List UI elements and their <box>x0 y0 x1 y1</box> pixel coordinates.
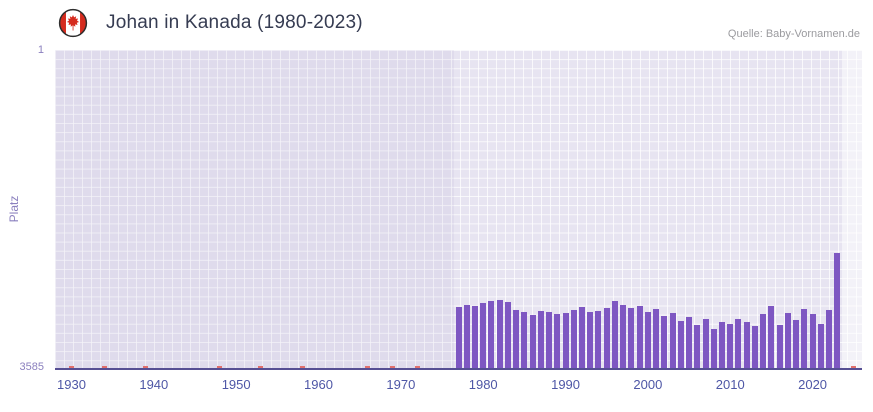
rank-bar-1986[interactable] <box>529 314 536 368</box>
rank-bar-1985[interactable] <box>521 312 528 368</box>
chart-header: Johan in Kanada (1980-2023) <box>58 8 363 38</box>
rank-bar-1984[interactable] <box>513 309 520 368</box>
chart-title: Johan in Kanada (1980-2023) <box>106 12 363 33</box>
rank-bar-2020[interactable] <box>809 313 816 368</box>
rank-bar-2013[interactable] <box>751 325 758 368</box>
x-tick-label-2010: 2010 <box>715 377 745 392</box>
rank-bar-1992[interactable] <box>579 307 586 368</box>
rank-bar-1980[interactable] <box>480 302 487 368</box>
rank-bar-2017[interactable] <box>784 312 791 368</box>
rank-bar-1997[interactable] <box>620 305 627 368</box>
x-axis-labels: 1930 1940 1950 1960 1970 1980 1990 2000 2010 2020 <box>55 377 862 397</box>
rank-bar-2006[interactable] <box>694 325 701 368</box>
rank-bar-1989[interactable] <box>554 313 561 368</box>
rank-bar-2019[interactable] <box>801 308 808 368</box>
x-tick-label-1930: 1930 <box>57 377 86 392</box>
rank-bar-1991[interactable] <box>570 310 577 368</box>
rank-bar-2001[interactable] <box>653 309 660 368</box>
rank-bar-1982[interactable] <box>496 300 503 368</box>
rank-bar-1994[interactable] <box>595 310 602 368</box>
rank-bar-2012[interactable] <box>743 321 750 368</box>
rank-bar-1988[interactable] <box>546 311 553 368</box>
rank-bar-1979[interactable] <box>471 305 478 368</box>
rank-bar-1978[interactable] <box>463 305 470 368</box>
rank-bar-2011[interactable] <box>735 318 742 368</box>
rank-bar-1993[interactable] <box>587 312 594 368</box>
rank-bar-2021[interactable] <box>817 323 824 368</box>
x-tick-label-1960: 1960 <box>304 377 333 392</box>
rank-bar-1996[interactable] <box>611 301 618 368</box>
rank-bar-2009[interactable] <box>719 322 725 368</box>
rank-bar-2010[interactable] <box>727 324 734 368</box>
rank-bar-1990[interactable] <box>562 312 569 368</box>
rank-bar-1987[interactable] <box>537 311 544 368</box>
rank-bar-1995[interactable] <box>603 307 610 368</box>
highlight-region <box>842 50 862 370</box>
rank-bar-2015[interactable] <box>768 306 775 368</box>
x-axis-line <box>55 368 862 370</box>
y-axis-title: Platz <box>7 195 21 223</box>
plot-area <box>55 50 862 370</box>
rank-bar-2000[interactable] <box>644 311 651 368</box>
rank-bar-1983[interactable] <box>504 301 511 368</box>
x-tick-label-1980: 1980 <box>468 377 498 392</box>
rank-bar-2016[interactable] <box>776 325 783 368</box>
rank-bar-2023[interactable] <box>834 253 841 368</box>
rank-bar-2005[interactable] <box>686 317 693 368</box>
x-tick-label-1990: 1990 <box>551 377 581 392</box>
rank-bar-2003[interactable] <box>669 313 676 368</box>
rank-bar-2002[interactable] <box>661 315 668 368</box>
source-credit: Quelle: Baby-Vornamen.de <box>727 28 860 40</box>
x-tick-label-1940: 1940 <box>139 377 169 392</box>
x-tick-label-1970: 1970 <box>386 377 416 392</box>
x-tick-label-2020: 2020 <box>798 377 828 392</box>
canada-flag-icon <box>58 8 88 38</box>
rank-bar-2018[interactable] <box>793 320 800 368</box>
x-tick-label-1950: 1950 <box>221 377 251 392</box>
y-axis-max-label: 1 <box>37 44 44 56</box>
y-axis-min-label: 3585 <box>19 361 44 373</box>
rank-bar-2022[interactable] <box>826 310 833 368</box>
rank-bar-2007[interactable] <box>702 319 709 368</box>
rank-bar-2004[interactable] <box>677 321 684 368</box>
rank-bar-1998[interactable] <box>628 308 635 368</box>
x-tick-label-2000: 2000 <box>633 377 663 392</box>
rank-bar-2008[interactable] <box>710 329 717 368</box>
muted-region <box>55 50 454 370</box>
rank-bar-1999[interactable] <box>636 306 643 368</box>
rank-bar-2014[interactable] <box>760 313 767 368</box>
rank-bar-1981[interactable] <box>488 301 495 368</box>
rank-bar-1977[interactable] <box>455 306 462 368</box>
